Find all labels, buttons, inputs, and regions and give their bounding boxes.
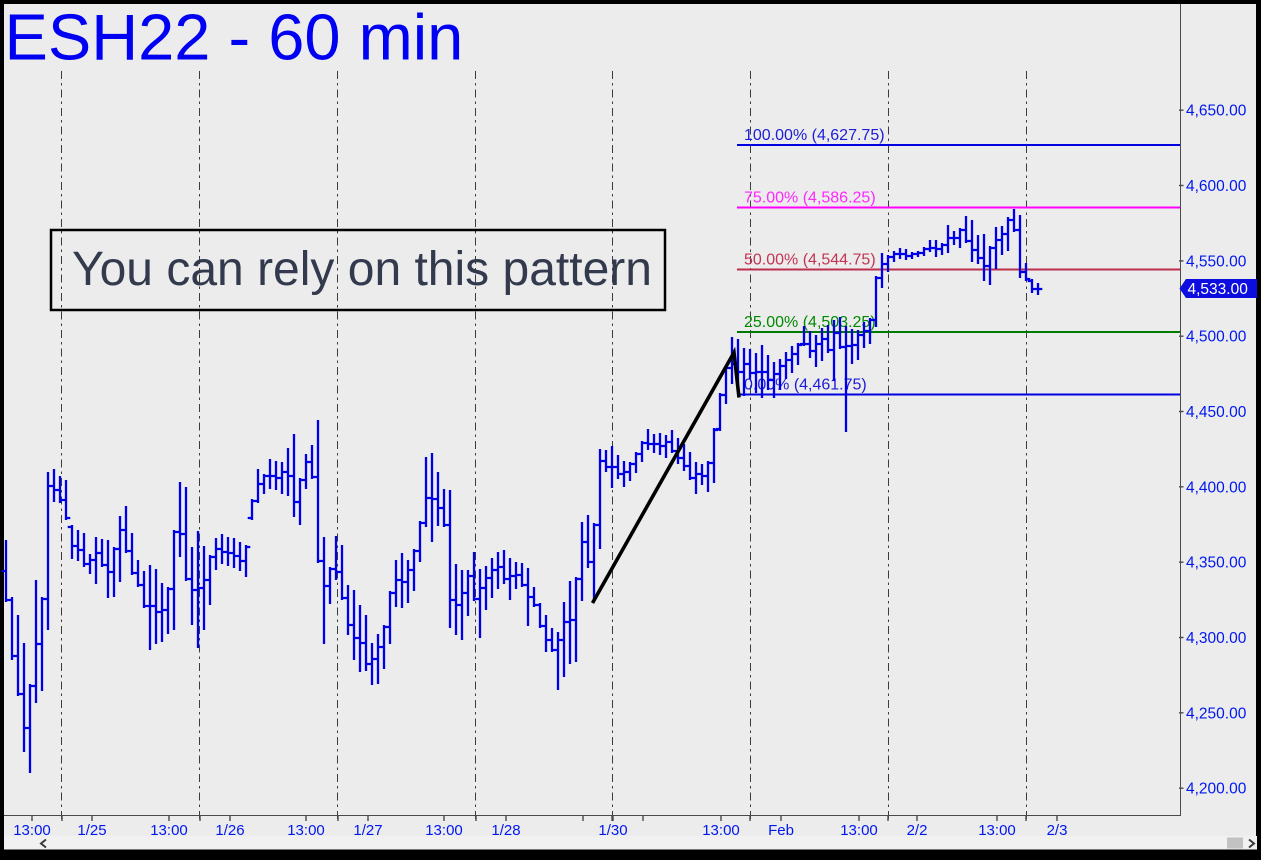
svg-text:4,600.00: 4,600.00 [1186,178,1247,195]
svg-text:1/30: 1/30 [598,822,627,839]
svg-text:75.00% (4,586.25): 75.00% (4,586.25) [744,189,876,206]
svg-text:13:00: 13:00 [425,822,463,839]
svg-text:13:00: 13:00 [287,822,325,839]
svg-text:1/27: 1/27 [353,822,382,839]
svg-text:13:00: 13:00 [150,822,188,839]
svg-text:4,250.00: 4,250.00 [1186,705,1247,722]
svg-text:4,200.00: 4,200.00 [1186,781,1247,798]
svg-text:4,350.00: 4,350.00 [1186,555,1247,572]
svg-text:100.00% (4,627.75): 100.00% (4,627.75) [744,127,885,144]
svg-text:2/3: 2/3 [1047,822,1068,839]
svg-text:1/25: 1/25 [77,822,106,839]
svg-text:4,450.00: 4,450.00 [1186,404,1247,421]
svg-text:2/2: 2/2 [907,822,928,839]
svg-text:4,500.00: 4,500.00 [1186,329,1247,346]
svg-text:Feb: Feb [768,822,794,839]
svg-text:1/28: 1/28 [491,822,520,839]
svg-text:13:00: 13:00 [702,822,740,839]
svg-text:13:00: 13:00 [840,822,878,839]
svg-text:4,300.00: 4,300.00 [1186,630,1247,647]
svg-text:4,650.00: 4,650.00 [1186,103,1247,120]
svg-text:50.00% (4,544.75): 50.00% (4,544.75) [744,251,876,268]
svg-text:ESH22 - 60 min: ESH22 - 60 min [5,1,464,74]
svg-text:1/26: 1/26 [215,822,244,839]
svg-text:13:00: 13:00 [978,822,1016,839]
svg-text:4,550.00: 4,550.00 [1186,253,1247,270]
svg-text:4,400.00: 4,400.00 [1186,479,1247,496]
svg-text:25.00% (4,503.25): 25.00% (4,503.25) [744,314,876,331]
svg-text:4,533.00: 4,533.00 [1188,281,1249,298]
svg-text:13:00: 13:00 [13,822,51,839]
svg-text:You can rely on this pattern: You can rely on this pattern [72,243,652,296]
